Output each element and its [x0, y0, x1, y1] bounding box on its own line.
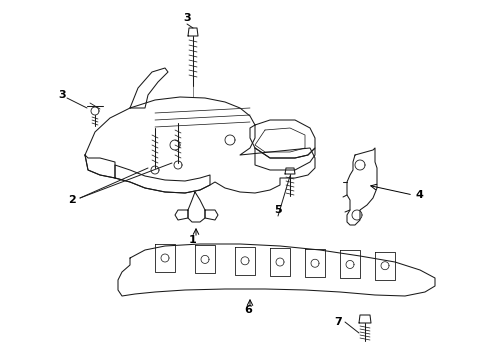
Text: 3: 3 [183, 13, 191, 23]
Text: 4: 4 [415, 190, 423, 200]
Text: 7: 7 [334, 317, 342, 327]
Text: 6: 6 [244, 305, 252, 315]
Text: 1: 1 [189, 235, 197, 245]
Text: 5: 5 [274, 205, 282, 215]
Text: 3: 3 [58, 90, 66, 100]
Text: 2: 2 [68, 195, 76, 205]
